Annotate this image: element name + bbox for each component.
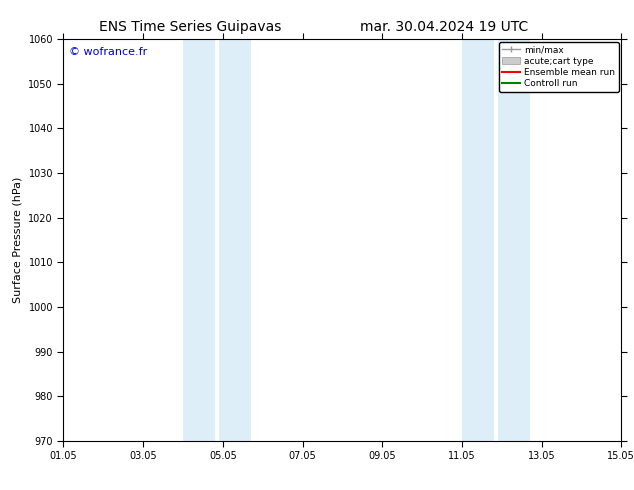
Bar: [219, 39, 250, 441]
Bar: [183, 39, 215, 441]
Legend: min/max, acute;cart type, Ensemble mean run, Controll run: min/max, acute;cart type, Ensemble mean …: [499, 42, 619, 92]
Text: ENS Time Series Guipavas: ENS Time Series Guipavas: [99, 20, 281, 34]
Text: mar. 30.04.2024 19 UTC: mar. 30.04.2024 19 UTC: [359, 20, 528, 34]
Y-axis label: Surface Pressure (hPa): Surface Pressure (hPa): [13, 177, 23, 303]
Text: © wofrance.fr: © wofrance.fr: [69, 47, 147, 57]
Bar: [462, 39, 494, 441]
Bar: [498, 39, 529, 441]
